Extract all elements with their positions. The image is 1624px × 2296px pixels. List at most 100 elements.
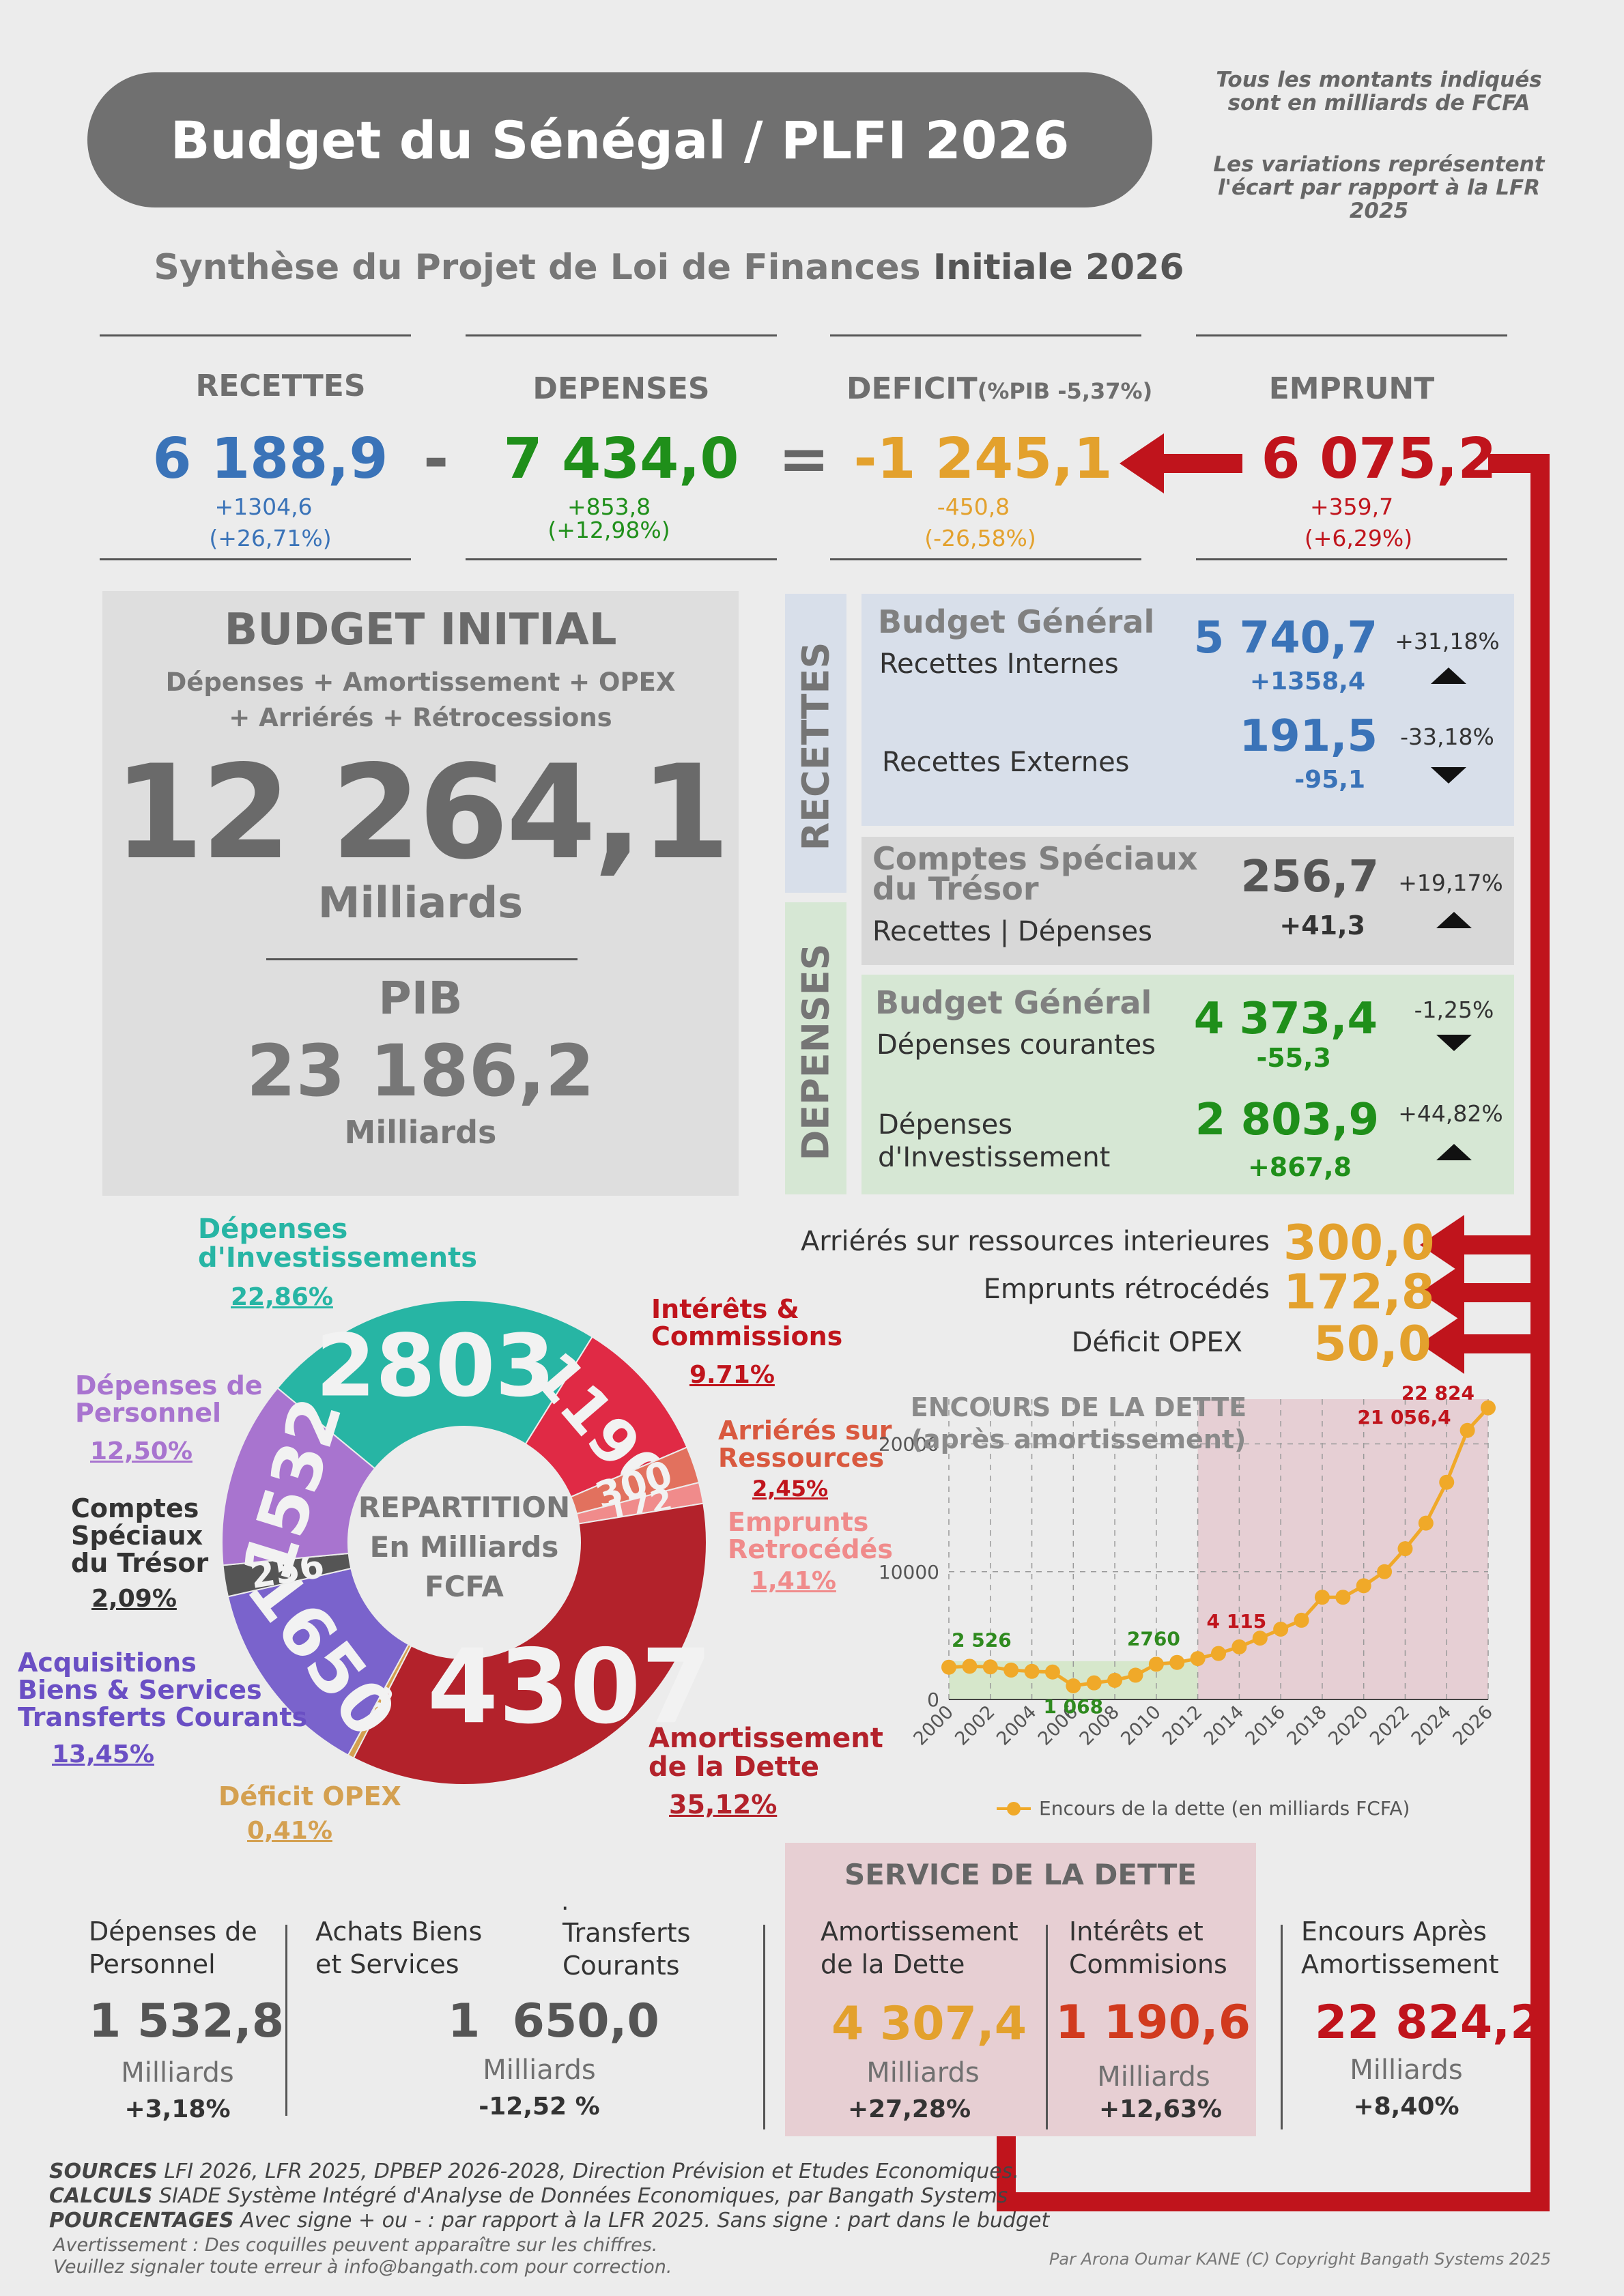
chart-title: ENCOURS DE LA DETTE [911,1392,1247,1422]
x-tick: 2018 [1283,1702,1331,1750]
cst-title: Comptes Spéciaux du Trésor [872,840,1198,904]
bottom-int-label: Intérêts et Commisions [1069,1915,1227,1981]
recettes-value: 6 188,9 [152,427,388,491]
data-point [1211,1646,1226,1661]
legend-amo-t2: de la Dette [649,1751,820,1783]
down-arrow-icon [1436,1035,1472,1051]
depenses-label: DEPENSES [532,371,710,406]
depenses-side-label: DEPENSES [794,943,838,1161]
data-point [1418,1515,1434,1531]
chart-subtitle: (après amortissement) [911,1424,1247,1454]
legend-emp-t2: Retrocédés [728,1534,893,1564]
data-point [1044,1664,1060,1680]
legend-opex-pct: 0,41% [247,1817,332,1845]
data-point [962,1659,978,1674]
extra-emprunts-label: Emprunts rétrocédés [983,1274,1270,1305]
deficit-label-group: DEFICIT(%PIB -5,37%) [846,371,1174,406]
bottom-abs-l3: Transferts [562,1918,691,1948]
x-tick: 2020 [1324,1702,1373,1750]
legend-label: Encours de la dette (en milliards FCFA) [1039,1797,1410,1820]
dep-inv-pct: +44,82% [1398,1100,1503,1127]
divider [100,558,411,560]
x-tick: 2022 [1366,1702,1414,1750]
recettes-side [785,594,846,893]
extra-emprunts-value: 172,8 [1283,1264,1435,1320]
footer-credit: Par Arona Oumar KANE (C) Copyright Banga… [1049,2250,1551,2269]
bottom-amo-pct: +27,28% [847,2095,971,2123]
donut-center: REPARTITION En Milliards FCFA [355,1488,573,1607]
data-point [1459,1422,1475,1438]
bottom-abs-value: 1 650,0 [448,1994,659,2048]
dep-inv-delta: +867,8 [1247,1152,1352,1182]
donut-center-3: FCFA [425,1570,504,1603]
data-point [1252,1631,1268,1646]
divider [1196,558,1507,560]
footer-s1k: SOURCES [49,2159,158,2183]
rec-int-label: Recettes Internes [879,648,1119,680]
cst-title1: Comptes Spéciaux [872,840,1198,877]
legend-marker [1007,1802,1021,1816]
x-tick: 2024 [1408,1702,1456,1750]
extra-arrieres-label: Arriérés sur ressources interieures [800,1226,1270,1257]
data-point [982,1659,998,1675]
data-point [1148,1656,1164,1672]
x-tick: 2014 [1200,1702,1249,1750]
bottom-enc-value: 22 824,2 [1315,1996,1543,2050]
annotation: 2760 [1127,1627,1180,1650]
bottom-int-value: 1 190,6 [1055,1996,1251,2050]
bottom-int-l1: Intérêts et [1069,1917,1203,1947]
cst-delta: +41,3 [1279,910,1365,941]
bottom-int-pct: +12,63% [1098,2095,1223,2123]
legend-acq-t1: Acquisitions [18,1648,197,1678]
extra-opex-label: Déficit OPEX [1071,1327,1242,1358]
legend-pers-t2: Personnel [75,1398,221,1428]
arrow-shaft-deficit [1154,454,1242,473]
legend-cst-t3: du Trésor [71,1548,209,1578]
cst-pct: +19,17% [1398,870,1503,896]
bottom-abs-pct: -12,52 % [479,2093,600,2121]
data-point [1190,1651,1206,1667]
budget-initial-panel [102,591,739,1196]
dep-inv-label2: d'Investissement [878,1142,1111,1173]
legend-amo-t1: Amortissement [649,1723,883,1754]
bottom-pers-l2: Personnel [89,1949,216,1979]
legend-int-t1: Intérêts & [651,1294,799,1324]
data-point [1314,1590,1330,1605]
data-point [1066,1678,1081,1694]
divider [1196,334,1507,336]
donut-center-2: En Milliards [369,1530,559,1564]
depenses-side [785,902,846,1194]
data-point [1294,1612,1309,1628]
rec-int-value: 5 740,7 [1193,613,1378,663]
legend-opex: Déficit OPEX [218,1781,401,1811]
donut-slice-6 [227,1567,410,1756]
depenses-delta: +853,8 [567,493,651,520]
data-point [1128,1667,1143,1683]
donut-label-4: 4307 [427,1628,710,1747]
x-tick: 2016 [1242,1702,1290,1750]
legend-amo-pct: 35,12% [669,1790,778,1820]
data-point [1356,1578,1371,1594]
pib-label: PIB [378,972,463,1024]
page-title: Budget du Sénégal / PLFI 2026 [87,72,1152,207]
data-point [1169,1654,1185,1670]
budget-general-depenses-box [861,975,1514,1194]
legend-emp-pct: 1,41% [751,1567,836,1595]
emprunt-label: EMPRUNT [1268,371,1435,406]
dep-inv-label1: Dépenses [878,1109,1013,1140]
budget-initial-title: BUDGET INITIAL [224,605,617,655]
legend-arr-t2: Ressources [718,1443,885,1473]
arrow-head-emprunts [1420,1263,1464,1323]
footer-s2: SIADE Système Intégré d'Analyse de Donné… [159,2184,1008,2208]
bottom-abs-dot: . [561,1888,569,1916]
footer-s3k: POURCENTAGES [49,2209,234,2233]
donut-slice-8 [221,1387,376,1566]
divider [466,558,777,560]
bottom-int-l2: Commisions [1069,1949,1227,1979]
legend-arrieres: Arriérés sur Ressources [718,1417,892,1472]
bottom-pers-pct: +3,18% [124,2095,231,2123]
legend-pers-pct: 12,50% [90,1437,193,1465]
annotation: 1 068 [1043,1695,1103,1718]
annotation: 4 115 [1207,1610,1267,1633]
dep-cour-value: 4 373,4 [1193,994,1378,1044]
